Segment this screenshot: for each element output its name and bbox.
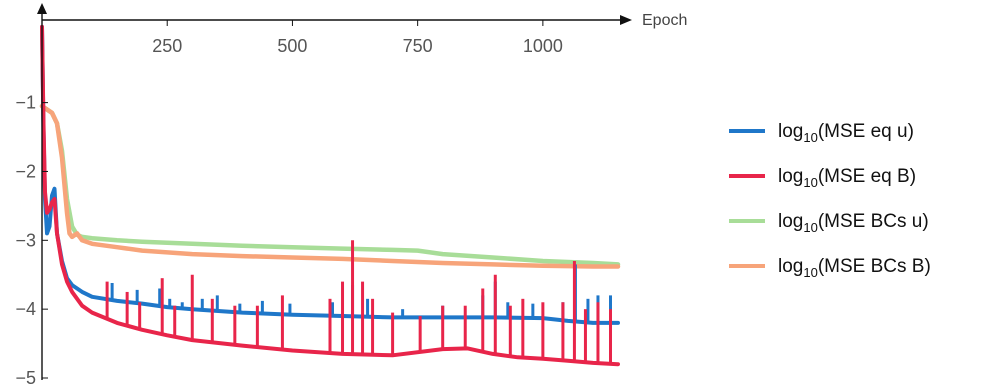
y-tick-label--2: −2 [15, 161, 36, 181]
legend-label-eq-u: log10(MSE eq u) [778, 121, 914, 145]
x-tick-label-750: 750 [403, 36, 433, 56]
legend-prefix: log [778, 211, 803, 232]
legend-prefix: log [778, 166, 803, 187]
legend-item-eq-b: log10(MSE eq B) [729, 166, 916, 190]
y-tick-label--1: −1 [15, 93, 36, 113]
y-tick-label--3: −3 [15, 230, 36, 250]
series-eq-b-line [40, 24, 620, 367]
legend-rest: (MSE BCs B) [818, 256, 931, 277]
x-axis-arrow [620, 15, 632, 25]
legend-label-bcs-b: log10(MSE BCs B) [778, 256, 931, 280]
legend-prefix: log [778, 256, 803, 277]
series-bcs-b-line [39, 103, 621, 269]
y-axis-arrow [37, 3, 47, 14]
legend-label-bcs-u: log10(MSE BCs u) [778, 211, 929, 235]
y-tick-label--4: −4 [15, 299, 36, 319]
tick-layer: 250 500 750 1000 −1 −2 −3 −4 −5 [15, 20, 563, 387]
legend-subscript: 10 [803, 265, 817, 280]
legend-rest: (MSE eq u) [818, 121, 914, 142]
legend-label-eq-b: log10(MSE eq B) [778, 166, 916, 190]
legend-subscript: 10 [803, 130, 817, 145]
legend-subscript: 10 [803, 220, 817, 235]
legend-item-bcs-u: log10(MSE BCs u) [729, 211, 929, 235]
legend-item-bcs-b: log10(MSE BCs B) [729, 256, 931, 280]
series-bcs-b [39, 103, 621, 269]
axes-layer: 250 500 750 1000 −1 −2 −3 −4 −5 Epoch [15, 3, 687, 387]
y-tick-label--5: −5 [15, 368, 36, 387]
legend-subscript: 10 [803, 175, 817, 190]
legend-rest: (MSE BCs u) [818, 211, 929, 232]
series-eq-u-line [40, 24, 620, 325]
series-bcs-u [39, 103, 621, 267]
legend-prefix: log [778, 121, 803, 142]
x-axis-label: Epoch [642, 12, 687, 29]
series-eq-b [40, 24, 620, 367]
legend-item-eq-u: log10(MSE eq u) [729, 121, 914, 145]
x-tick-label-500: 500 [277, 36, 307, 56]
x-tick-label-1000: 1000 [523, 36, 563, 56]
x-tick-label-250: 250 [152, 36, 182, 56]
series-eq-u [40, 24, 620, 325]
legend-rest: (MSE eq B) [818, 166, 916, 187]
series-bcs-u-line [39, 103, 621, 267]
legend: log10(MSE eq u) log10(MSE eq B) log10(MS… [729, 121, 931, 280]
series-layer [39, 24, 621, 367]
